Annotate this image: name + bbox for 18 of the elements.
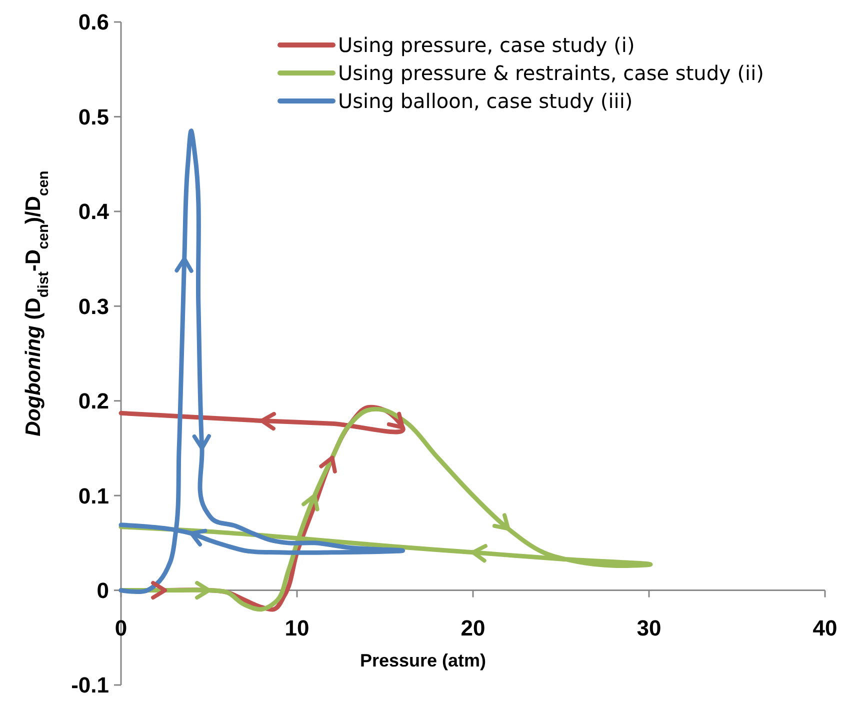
y-tick-label: 0.5 (78, 104, 109, 130)
y-tick-label: 0 (96, 578, 109, 603)
y-tick-label: 0.3 (78, 294, 109, 319)
x-tick-label: 40 (812, 615, 838, 640)
y-tick-label: 0.4 (78, 199, 110, 224)
legend-label: Using pressure & restraints, case study (ii) (338, 61, 764, 85)
x-axis-title: Pressure (atm) (360, 650, 486, 670)
x-tick-label: 0 (114, 615, 128, 640)
y-tick-label: -0.1 (71, 672, 109, 698)
y-tick-label: 0.6 (78, 10, 109, 35)
legend-label: Using balloon, case study (iii) (338, 89, 633, 113)
x-tick-label: 10 (284, 615, 310, 640)
x-tick-label: 30 (636, 615, 662, 640)
legend-label: Using pressure, case study (i) (338, 33, 635, 57)
x-tick-label: 20 (460, 615, 486, 640)
y-tick-label: 0.2 (78, 388, 109, 414)
line-series (118, 128, 405, 594)
y-tick-label: 0.1 (78, 483, 109, 508)
